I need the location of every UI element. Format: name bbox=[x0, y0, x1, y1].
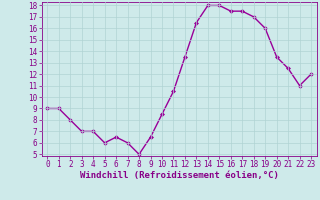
X-axis label: Windchill (Refroidissement éolien,°C): Windchill (Refroidissement éolien,°C) bbox=[80, 171, 279, 180]
